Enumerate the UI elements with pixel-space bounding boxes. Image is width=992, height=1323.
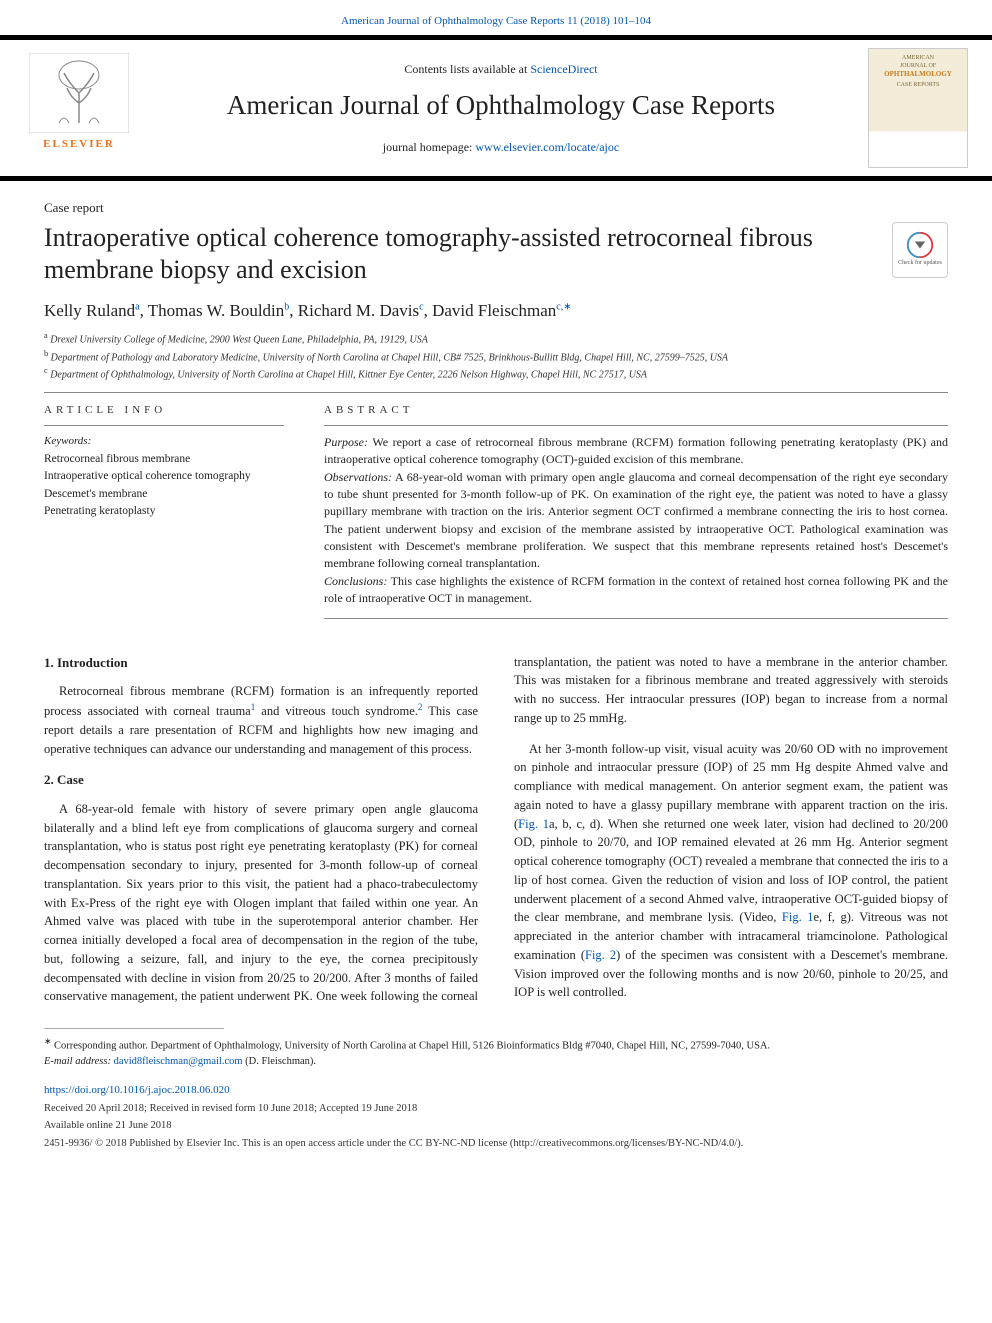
intro-p1: Retrocorneal fibrous membrane (RCFM) for… [44,682,478,758]
section-1-heading: 1. Introduction [44,653,478,673]
title-row: Intraoperative optical coherence tomogra… [44,222,948,299]
conclusions-label: Conclusions: [324,574,387,588]
sciencedirect-link[interactable]: ScienceDirect [530,62,597,76]
publisher-logo: ELSEVIER [24,53,134,163]
author-3-affil: c [419,301,423,312]
purpose-label: Purpose: [324,435,368,449]
divider-above-info [44,392,948,393]
article-title: Intraoperative optical coherence tomogra… [44,222,824,287]
publisher-name: ELSEVIER [43,137,115,152]
info-rule [44,425,284,426]
journal-title: American Journal of Ophthalmology Case R… [134,87,868,125]
info-abstract-row: ARTICLE INFO Keywords: Retrocorneal fibr… [44,403,948,626]
affiliations: a Drexel University College of Medicine,… [44,330,948,382]
fig1-ref-b[interactable]: Fig. 1 [782,910,814,924]
keywords-label: Keywords: [44,434,284,449]
elsevier-tree-icon [29,53,129,133]
cover-line-3: OPHTHALMOLOGY [884,70,952,78]
abstract-label: ABSTRACT [324,403,948,418]
affil-c: c Department of Ophthalmology, Universit… [44,365,948,382]
conclusions-text: This case highlights the existence of RC… [324,574,948,605]
affil-c-text: Department of Ophthalmology, University … [50,369,647,380]
abstract-text: Purpose: We report a case of retrocornea… [324,434,948,608]
corr-text: Corresponding author. Department of Opht… [51,1041,770,1052]
footnote-separator [44,1028,224,1029]
running-header-link[interactable]: American Journal of Ophthalmology Case R… [341,15,651,27]
contents-available-line: Contents lists available at ScienceDirec… [134,61,868,78]
email-footnote: E-mail address: david8fleischman@gmail.c… [44,1054,948,1070]
homepage-line: journal homepage: www.elsevier.com/locat… [134,139,868,156]
keyword-4: Penetrating keratoplasty [44,503,284,520]
corresponding-marker: ∗ [563,301,571,312]
abstract-bottom-rule [324,618,948,619]
corresponding-footnote: ∗ Corresponding author. Department of Op… [44,1035,948,1054]
intro-p1b: and vitreous touch syndrome. [255,704,418,718]
abstract-col: ABSTRACT Purpose: We report a case of re… [324,403,948,626]
footnotes: ∗ Corresponding author. Department of Op… [44,1035,948,1070]
availability-line: Available online 21 June 2018 [44,1118,948,1134]
author-4: David Fleischman [432,301,556,320]
author-2-affil: b [284,301,289,312]
fig1-ref-a[interactable]: Fig. 1 [518,817,549,831]
article-body: Case report Intraoperative optical coher… [0,181,992,1169]
section-2-heading: 2. Case [44,770,478,790]
email-suffix: (D. Fleischman). [243,1056,317,1067]
author-list: Kelly Rulanda, Thomas W. Bouldinb, Richa… [44,299,948,323]
author-2: Thomas W. Bouldin [148,301,284,320]
copyright-line: 2451-9936/ © 2018 Published by Elsevier … [44,1136,948,1152]
observations-text: A 68-year-old woman with primary open an… [324,470,948,571]
keyword-1: Retrocorneal fibrous membrane [44,451,284,468]
cover-line-1: AMERICAN [902,55,934,62]
author-1-affil: a [135,301,139,312]
case-p2: At her 3-month follow-up visit, visual a… [514,740,948,1003]
contents-prefix: Contents lists available at [404,62,530,76]
email-label: E-mail address: [44,1056,114,1067]
abstract-rule [324,425,948,426]
keyword-3: Descemet's membrane [44,486,284,503]
masthead: ELSEVIER Contents lists available at Sci… [0,35,992,181]
fig2-ref[interactable]: Fig. 2 [585,948,616,962]
affil-b-text: Department of Pathology and Laboratory M… [51,352,728,363]
observations-label: Observations: [324,470,392,484]
check-updates-badge[interactable]: Check for updates [892,222,948,278]
updates-icon [906,231,934,259]
cover-line-2: JOURNAL OF [900,63,936,70]
keyword-2: Intraoperative optical coherence tomogra… [44,468,284,485]
article-type-label: Case report [44,199,948,217]
affil-b: b Department of Pathology and Laboratory… [44,348,948,365]
history-line: Received 20 April 2018; Received in revi… [44,1101,948,1117]
homepage-link[interactable]: www.elsevier.com/locate/ajoc [475,140,619,154]
keywords-list: Retrocorneal fibrous membrane Intraopera… [44,451,284,520]
purpose-text: We report a case of retrocorneal fibrous… [324,435,948,466]
doi-link[interactable]: https://doi.org/10.1016/j.ajoc.2018.06.0… [44,1084,230,1096]
article-info-col: ARTICLE INFO Keywords: Retrocorneal fibr… [44,403,284,626]
case-p2b: a, b, c, d). When she returned one week … [514,817,948,925]
email-link[interactable]: david8fleischman@gmail.com [114,1056,243,1067]
affil-a-text: Drexel University College of Medicine, 2… [50,335,428,346]
doi-line: https://doi.org/10.1016/j.ajoc.2018.06.0… [44,1080,948,1098]
running-header: American Journal of Ophthalmology Case R… [0,0,992,35]
masthead-center: Contents lists available at ScienceDirec… [134,61,868,156]
journal-cover-thumb: AMERICAN JOURNAL OF OPHTHALMOLOGY CASE R… [868,48,968,168]
author-3: Richard M. Davis [298,301,419,320]
homepage-prefix: journal homepage: [383,140,476,154]
affil-a: a Drexel University College of Medicine,… [44,330,948,347]
author-1: Kelly Ruland [44,301,135,320]
article-info-label: ARTICLE INFO [44,403,284,418]
cover-line-4: CASE REPORTS [897,82,940,89]
body-columns: 1. Introduction Retrocorneal fibrous mem… [44,653,948,1010]
updates-badge-text: Check for updates [898,259,942,267]
